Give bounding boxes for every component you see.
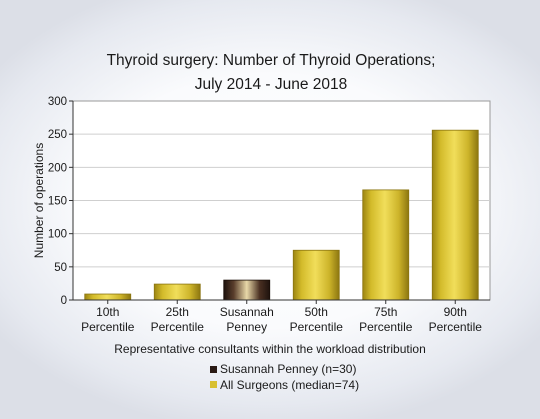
x-axis-category-labels: 10thPercentile25thPercentileSusannahPenn…: [81, 300, 482, 334]
x-tick-label: Percentile: [290, 320, 344, 334]
y-tick-label: 300: [48, 96, 67, 108]
y-tick-label: 100: [48, 229, 67, 241]
legend-label-susannah-penney: Susannah Penney (n=30): [220, 362, 356, 376]
x-tick-label: Percentile: [81, 320, 135, 334]
chart-title-line-1: Thyroid surgery: Number of Thyroid Opera…: [107, 52, 436, 69]
legend: Susannah Penney (n=30) All Surgeons (med…: [210, 362, 359, 392]
x-tick-label: Percentile: [359, 320, 413, 334]
y-tick-label: 200: [48, 162, 67, 174]
x-tick-label: 75th: [374, 305, 397, 319]
legend-swatch-all-surgeons: [210, 381, 217, 388]
bar: [431, 129, 479, 301]
y-tick-label: 150: [48, 196, 67, 208]
x-tick-label: Susannah: [220, 305, 274, 319]
y-tick-label: 50: [54, 262, 67, 274]
bar: [153, 283, 201, 301]
x-tick-label: 10th: [96, 305, 119, 319]
legend-label-all-surgeons: All Surgeons (median=74): [220, 378, 359, 392]
gridlines: [73, 133, 490, 268]
legend-swatch-susannah-penney: [210, 366, 217, 373]
x-tick-label: Percentile: [429, 320, 483, 334]
bar: [223, 279, 271, 301]
y-tick-label: 250: [48, 129, 67, 141]
y-tick-label: 0: [61, 295, 67, 307]
x-tick-label: Percentile: [151, 320, 205, 334]
bar: [292, 249, 340, 301]
bar: [84, 293, 132, 301]
y-axis-label: Number of operations: [32, 143, 46, 258]
x-tick-label: 90th: [444, 305, 467, 319]
bar: [362, 189, 410, 301]
x-tick-label: 25th: [166, 305, 189, 319]
chart-title-line-2: July 2014 - June 2018: [195, 76, 348, 93]
y-axis-ticks: 0 50 100 150 200 250 300: [48, 96, 73, 307]
x-axis-label: Representative consultants within the wo…: [114, 342, 426, 356]
x-tick-label: Penney: [226, 320, 267, 334]
bars: [84, 129, 479, 301]
x-tick-label: 50th: [305, 305, 328, 319]
